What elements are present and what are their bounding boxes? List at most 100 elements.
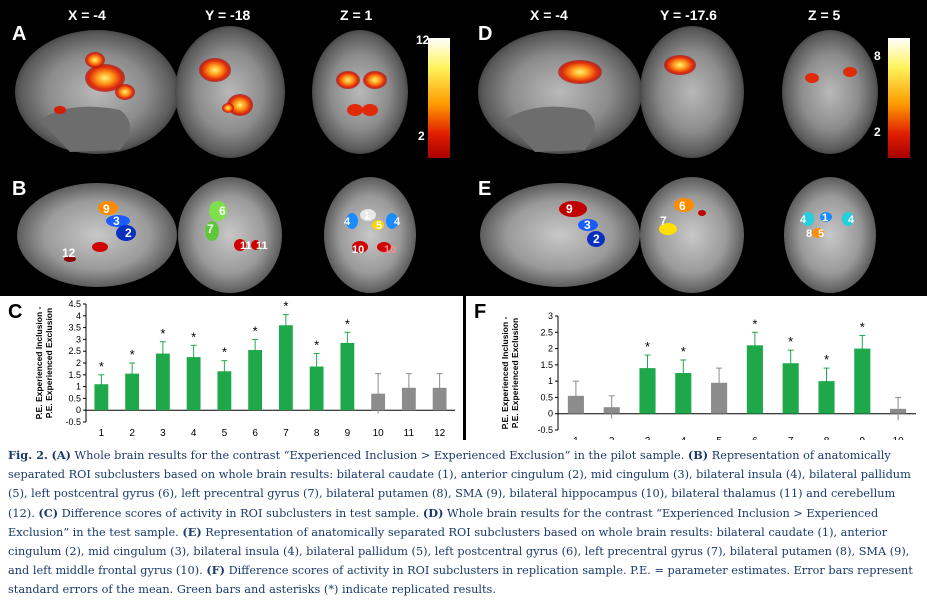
coord-A-y: Y = -18 [205,7,250,23]
roi-label: 5 [818,228,824,240]
y-tick-label: 1.5 [540,360,553,370]
brain-slice-D-axial [782,30,878,154]
colorbar-A-min: 2 [418,129,425,143]
bar [278,325,293,411]
y-tick-label: 1 [548,376,553,386]
roi-label: 1 [822,212,828,224]
panel-label-D: D [478,23,492,45]
x-tick-label: 5 [716,436,722,440]
x-tick-label: 6 [752,436,758,440]
asterisk-label: * [222,345,227,360]
x-tick-label: 10 [893,436,905,440]
caption-panel-ref: (A) [51,448,71,462]
bar [711,382,728,414]
bar [217,371,232,411]
x-tick-label: 9 [860,436,866,440]
brain-slice-D-coronal [640,26,744,158]
y-tick-label: -0.5 [65,417,81,427]
y-tick-label: 3 [548,311,553,321]
panel-label-A: A [12,23,26,45]
x-tick-label: 3 [160,428,166,439]
panel-label-F: F [474,301,486,323]
caption-text: Difference scores of activity in ROI sub… [58,506,423,520]
chart-panel-C: C P.E. Experienced Inclusion - P.E. Experi… [0,296,463,440]
roi-label: 1 [364,210,370,222]
y-tick-label: 3 [76,334,81,344]
y-tick-label: 3.5 [68,323,81,333]
bar [125,373,140,411]
roi-label: 4 [394,216,401,228]
roi-label: 10 [384,244,396,256]
roi-label: 9 [103,202,110,216]
y-axis-label: P.E. Experienced Exclusion [44,308,54,418]
x-tick-label: 9 [345,428,351,439]
brain-slice-A-axial [312,30,408,154]
roi-label: 2 [593,232,600,246]
asterisk-label: * [752,316,757,331]
roi-slice-E-coronal: 6 7 [640,177,744,293]
roi-label: 11 [240,240,252,252]
figure-caption: Fig. 2. (A) Whole brain results for the … [8,446,920,600]
y-axis-label: P.E. Experienced Inclusion - [500,316,510,429]
bar [782,363,799,414]
roi-label: 7 [207,222,214,236]
caption-panel-ref: (F) [206,563,226,578]
roi-label: 12 [62,246,76,260]
caption-text: Whole brain results for the contrast “Ex… [8,506,879,539]
bar [639,368,656,414]
brain-maps-top-row: 12 2 8 2 A D X = -4 Y = -18 [12,7,910,158]
roi-slice-E-axial: 4 1 4 8 5 [784,177,876,293]
panel-label-E: E [478,178,491,200]
brain-slice-A-coronal [175,26,285,158]
panel-label-B: B [12,178,26,200]
brain-slice-D-sagittal [478,30,642,154]
y-axis-label: P.E. Experienced Inclusion - [34,306,44,419]
x-tick-label: 7 [788,436,794,440]
brain-maps-roi-row: 9 3 2 12 6 7 11 11 4 1 5 [12,177,876,293]
caption-panel-ref: (D) [422,505,444,520]
coord-A-x: X = -4 [68,7,106,23]
colorbar-D: 8 2 [874,38,910,158]
x-tick-label: 5 [222,428,228,439]
y-tick-label: 0 [76,405,81,415]
colorbar-D-max: 8 [874,49,881,63]
roi-label: 8 [806,228,812,240]
bar [248,350,263,411]
y-axis-label: P.E. Experienced Exclusion [510,318,520,428]
x-tick-label: 7 [283,428,289,439]
bar [746,345,763,414]
x-tick-label: 11 [404,428,415,439]
coord-D-z: Z = 5 [808,7,841,23]
bar [340,342,355,411]
y-tick-label: 0 [548,409,553,419]
asterisk-label: * [314,338,319,353]
roi-label: 9 [566,202,573,216]
x-tick-label: 3 [645,436,651,440]
roi-label: 5 [376,220,382,232]
caption-body: (A) Whole brain results for the contrast… [8,448,913,596]
x-tick-label: 1 [99,428,105,439]
asterisk-label: * [860,320,865,335]
asterisk-label: * [788,334,793,349]
x-tick-label: 10 [373,428,385,439]
colorbar-D-min: 2 [874,125,881,139]
caption-text: Representation of anatomically separated… [8,449,911,520]
bar [818,381,835,414]
x-tick-label: 8 [314,428,320,439]
bar [186,357,201,411]
roi-label: 3 [584,218,591,232]
y-tick-label: 4.5 [68,299,81,309]
asterisk-label: * [681,344,686,359]
bar [155,353,170,411]
roi-slice-B-axial: 4 1 5 4 10 10 [324,177,416,293]
colorbar-A: 12 2 [416,33,450,158]
y-tick-label: 2.5 [68,346,81,356]
chart-panel-F: F P.E. Experienced Inclusion - P.E. Experi… [466,296,927,447]
y-tick-label: -0.5 [537,425,553,435]
x-tick-label: 4 [191,428,197,439]
coord-A-z: Z = 1 [340,7,373,23]
brain-slice-A-sagittal [15,30,179,154]
x-tick-label: 6 [252,428,258,439]
bar [854,348,871,414]
roi-slice-E-sagittal: 9 3 2 [480,183,640,287]
